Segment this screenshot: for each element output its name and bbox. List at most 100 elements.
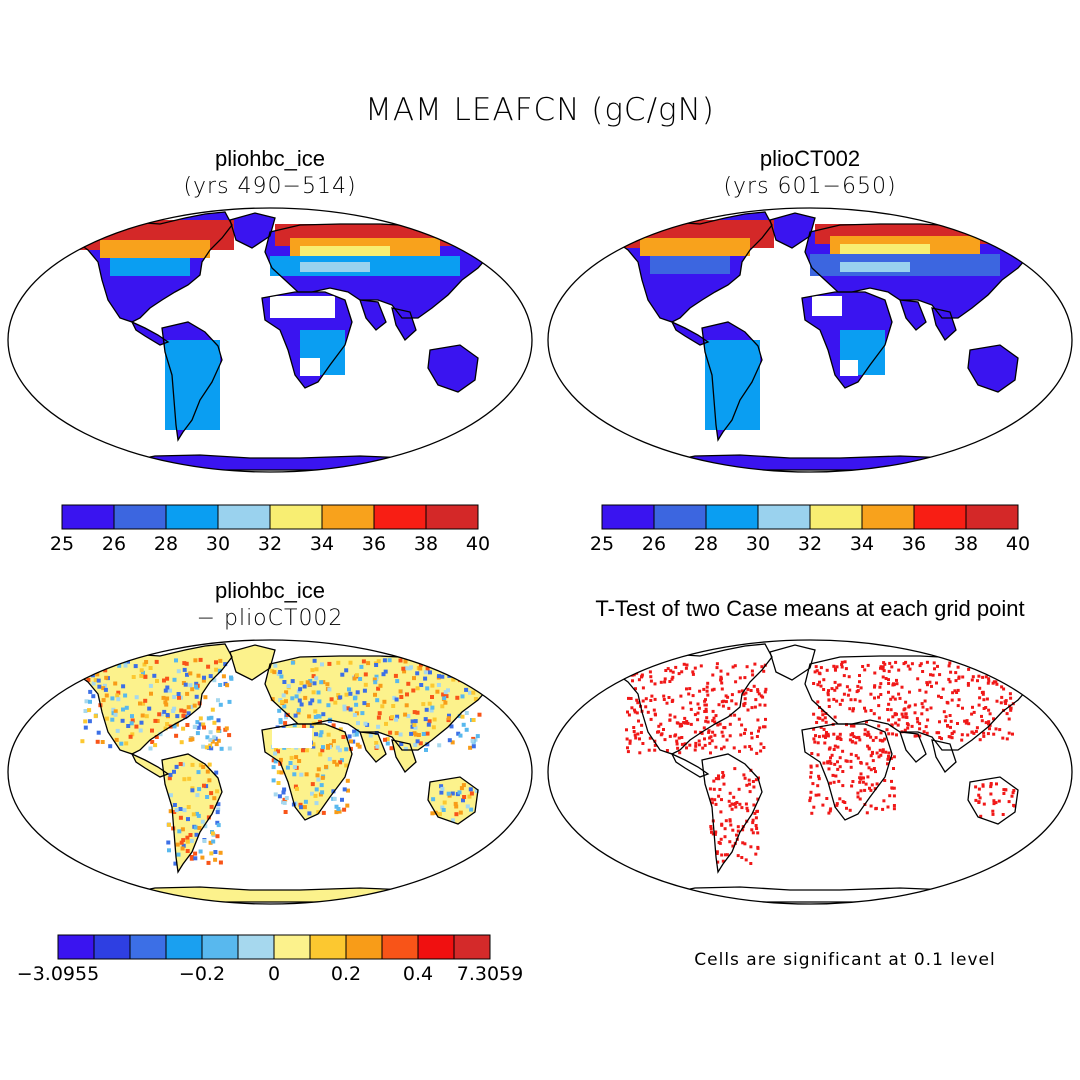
- panel4-significant-cell: [937, 731, 941, 735]
- panel3-cell: [375, 698, 380, 703]
- panel3-cell: [374, 741, 379, 745]
- panel4-significant-cell: [874, 770, 877, 774]
- panel4-significant-cell: [960, 738, 964, 742]
- panel4-significant-cell: [971, 705, 974, 709]
- panel3-cell: [406, 714, 411, 719]
- panel1-subtitle: (yrs 490−514): [183, 174, 357, 199]
- panel4-significant-cell: [900, 712, 904, 716]
- panel4-significant-cell: [809, 790, 813, 794]
- panel4-significant-cell: [829, 761, 833, 765]
- panel3-cell: [320, 662, 324, 667]
- panel4-significant-cell: [897, 692, 901, 696]
- panel4-significant-cell: [816, 716, 820, 720]
- panel3-cell: [335, 745, 340, 750]
- panel4-significant-cell: [728, 734, 732, 738]
- panel4-significant-cell: [719, 837, 723, 841]
- panel4-significant-cell: [754, 698, 758, 702]
- panel4-significant-cell: [750, 669, 754, 673]
- panel4-significant-cell: [965, 719, 969, 723]
- panel4-significant-cell: [813, 670, 817, 674]
- panel1-colorbar-box: [113, 504, 167, 530]
- panel3-cell: [311, 674, 316, 679]
- panel4-significant-cell: [856, 684, 860, 688]
- panel3-cell: [181, 843, 186, 848]
- panel3-cell: [134, 724, 139, 729]
- panel4-significant-cell: [754, 852, 758, 856]
- panel3-cell: [207, 778, 212, 783]
- panel3-cell: [216, 802, 221, 807]
- panel4-significant-cell: [873, 671, 877, 675]
- panel3-cell: [103, 687, 108, 692]
- panel3-cell: [455, 695, 460, 700]
- panel3-cell: [444, 694, 449, 699]
- panel4-significant-cell: [734, 702, 738, 706]
- panel4-significant-cell: [872, 712, 876, 716]
- panel3-cell: [312, 681, 317, 686]
- panel3-cell: [80, 657, 85, 662]
- panel4-significant-cell: [626, 710, 629, 714]
- panel3-cell: [177, 829, 182, 834]
- panel3-cell: [190, 788, 195, 793]
- panel3-cell: [278, 720, 283, 725]
- panel4-significant-cell: [877, 724, 881, 728]
- panel4-significant-cell: [875, 751, 879, 755]
- panel3-land-detail: [80, 657, 483, 866]
- panel3-cell: [87, 719, 92, 724]
- panel4-significant-cell: [977, 703, 981, 707]
- panel4-significant-cell: [638, 737, 641, 741]
- panel3-title: pliohbc_ice: [214, 578, 326, 603]
- panel4-significant-cell: [737, 787, 741, 791]
- panel4-significant-cell: [881, 807, 885, 811]
- panel3-colorbar-box: [57, 934, 95, 960]
- panel3-cell: [95, 672, 100, 677]
- panel3-cell: [383, 669, 388, 674]
- panel4-significant-cell: [955, 691, 959, 694]
- panel4-significant-cell: [825, 668, 829, 672]
- panel4-significant-cell: [1011, 791, 1015, 795]
- panel4-significant-cell: [829, 807, 833, 811]
- panel3-cell: [303, 695, 308, 700]
- panel4-significant-cell: [874, 736, 878, 740]
- panel4-significant-cell: [869, 709, 873, 712]
- panel4-significant-cell: [935, 681, 938, 685]
- panel3-cell: [143, 674, 148, 679]
- panel4-significant-cell: [725, 738, 729, 742]
- panel3-cell: [296, 710, 301, 715]
- panel4-significant-cell: [722, 774, 726, 778]
- panel4-significant-cell: [870, 783, 874, 787]
- panel3-cell: [290, 679, 295, 684]
- panel4-significant-cell: [649, 679, 653, 683]
- panel4-significant-cell: [811, 782, 815, 786]
- panel3-cell: [426, 722, 431, 727]
- panel4-significant-cell: [832, 732, 836, 736]
- panel3-cell: [332, 796, 337, 801]
- panel3-cell: [167, 822, 171, 827]
- panel4-significant-cell: [830, 687, 834, 691]
- panel4-significant-cell: [859, 789, 863, 793]
- panel3-cell: [113, 709, 118, 714]
- panel3-cell: [451, 666, 456, 671]
- panel3-cell: [285, 765, 290, 770]
- panel4-significant-cell: [859, 761, 863, 764]
- panel3-cell: [313, 793, 318, 798]
- panel4-significant-cell: [698, 689, 702, 693]
- panel4-significant-cell: [836, 760, 839, 764]
- panel4-significant-cell: [992, 732, 996, 736]
- panel4-significant-cell: [634, 687, 637, 691]
- panel3-cell: [345, 803, 350, 808]
- panel3-cell: [442, 696, 447, 700]
- panel3-cell: [469, 791, 474, 796]
- panel4-significant-cell: [736, 854, 740, 858]
- panel4-significant-cell: [971, 675, 975, 679]
- panel3-cell: [110, 696, 115, 701]
- panel4-significant-cell: [812, 712, 816, 716]
- panel4-significant-cell: [826, 734, 830, 738]
- panel4-significant-cell: [949, 670, 953, 674]
- panel3-cell: [186, 711, 191, 716]
- panel4-significant-cell: [864, 782, 868, 786]
- panel4-significant-cell: [850, 740, 854, 744]
- panel3-cell: [216, 726, 221, 731]
- panel3-cell: [464, 727, 469, 732]
- panel4-significant-cell: [663, 738, 667, 742]
- panel3-cell: [272, 670, 277, 675]
